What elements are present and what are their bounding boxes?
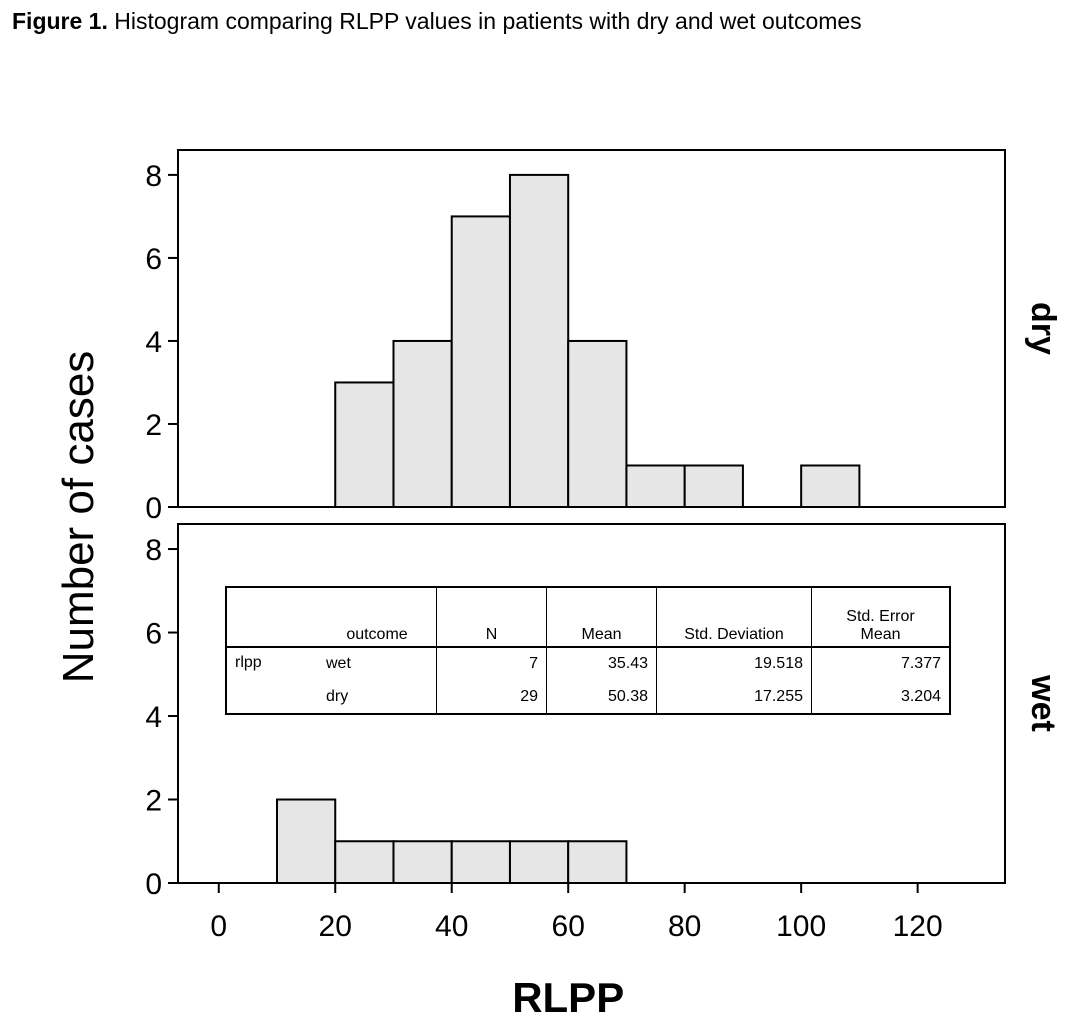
stats-cell-n: 7 (436, 647, 547, 681)
y-tick-label: 2 (145, 409, 162, 442)
histogram-bar (334, 381, 395, 508)
stats-cell-se: 7.377 (811, 647, 949, 681)
x-tick-label: 60 (552, 910, 585, 943)
histogram-bar (334, 840, 395, 884)
x-tick-label: 40 (435, 910, 468, 943)
x-axis-label: RLPP (512, 974, 624, 1021)
y-tick-label: 0 (145, 492, 162, 525)
facet-label-wet: wet (1024, 674, 1062, 732)
stats-cell-se: 3.204 (811, 680, 949, 713)
histogram-bar (567, 840, 628, 884)
histogram-bar (508, 173, 570, 508)
stats-cell-outcome: wet (326, 655, 351, 673)
histogram-bar (276, 798, 337, 885)
x-tick-label: 120 (893, 910, 943, 943)
histogram-bar (508, 840, 570, 884)
stats-cell-mean: 50.38 (546, 680, 657, 713)
y-axis-label: Number of cases (54, 351, 103, 684)
x-tick-label: 100 (776, 910, 826, 943)
histogram-bar (392, 339, 453, 508)
stats-header-se: Std. Error Mean (811, 588, 949, 648)
y-tick-label: 6 (145, 243, 162, 276)
y-tick-label: 8 (145, 534, 162, 567)
stats-row-dry: dry 29 50.38 17.255 3.204 (227, 680, 949, 713)
stats-row-wet: rlpp wet 7 35.43 19.518 7.377 (227, 647, 949, 681)
x-tick-label: 20 (319, 910, 352, 943)
figure-caption-text: Histogram comparing RLPP values in patie… (114, 8, 862, 34)
y-tick-label: 6 (145, 618, 162, 651)
y-tick-label: 4 (145, 701, 162, 734)
stats-header-n: N (436, 588, 547, 648)
histogram-bar (800, 464, 861, 508)
descriptive-stats-table: outcome N Mean Std. Deviation Std. Error… (225, 586, 951, 715)
stats-header-se-line1: Std. Error (846, 608, 915, 625)
histogram-bar (567, 339, 628, 508)
y-tick-label: 4 (145, 326, 162, 359)
histogram-bar (683, 464, 744, 508)
stats-cell-sd: 19.518 (656, 647, 812, 681)
stats-cell-outcome: dry (326, 687, 349, 705)
y-tick-label: 0 (145, 868, 162, 901)
histogram-bar (450, 215, 511, 508)
histogram-bar (625, 464, 686, 508)
y-tick-label: 8 (145, 160, 162, 193)
facet-label-dry: dry (1024, 302, 1062, 355)
histogram-bar (450, 840, 511, 884)
histogram-bar (392, 840, 453, 884)
stats-header-sd: Std. Deviation (656, 588, 812, 648)
x-tick-label: 0 (210, 910, 227, 943)
stats-cell-sd: 17.255 (656, 680, 812, 713)
stats-cell-n: 29 (436, 680, 547, 713)
stats-header-mean: Mean (546, 588, 657, 648)
stats-cell-mean: 35.43 (546, 647, 657, 681)
figure-label: Figure 1. (12, 8, 108, 34)
x-tick-label: 80 (668, 910, 701, 943)
y-tick-label: 2 (145, 785, 162, 818)
figure-caption: Figure 1. Histogram comparing RLPP value… (12, 8, 1072, 35)
stats-variable: rlpp (235, 654, 262, 671)
stats-header-outcome: outcome (318, 588, 437, 648)
stats-header-se-line2: Mean (860, 626, 901, 643)
stats-header-row: outcome N Mean Std. Deviation Std. Error… (227, 588, 949, 648)
